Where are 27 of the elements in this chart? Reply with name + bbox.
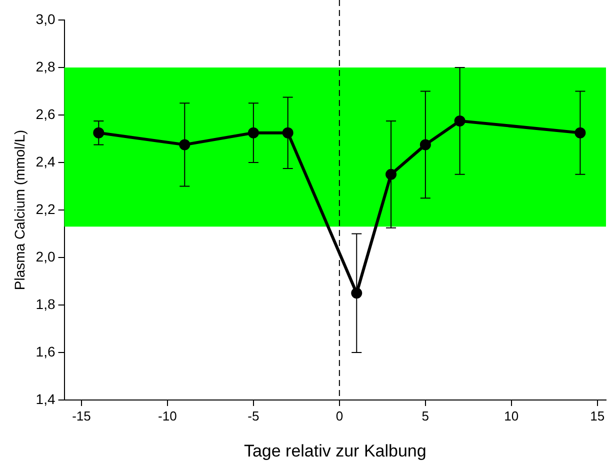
point	[179, 139, 190, 150]
y-tick-label: 2,0	[36, 248, 56, 264]
y-tick-label: 2,4	[36, 153, 56, 170]
y-tick-label: 1,8	[36, 296, 56, 312]
x-tick-label: -10	[158, 408, 177, 424]
point	[420, 139, 431, 150]
y-axis-title: Plasma Calcium (mmol/L)	[11, 130, 28, 290]
x-tick-label: 15	[590, 408, 605, 424]
x-tick-label: -5	[248, 408, 260, 424]
y-tick-label: 1,6	[36, 343, 56, 360]
point	[248, 127, 259, 138]
x-tick-label: 0	[336, 408, 344, 424]
x-tick-label: 5	[422, 408, 430, 424]
point	[574, 127, 586, 138]
y-tick-label: 1,4	[36, 390, 56, 407]
point	[454, 115, 466, 126]
point	[351, 288, 362, 299]
point	[282, 127, 294, 138]
y-tick-label: 2,6	[36, 106, 56, 122]
y-tick-label: 2,8	[36, 58, 56, 74]
point	[93, 127, 104, 138]
x-tick-label: 10	[504, 408, 519, 424]
x-tick-label: -15	[72, 408, 91, 424]
point	[386, 168, 397, 180]
x-axis-title: Tage relativ zur Kalbung	[244, 441, 426, 460]
y-tick-label: 3,0	[36, 10, 56, 27]
y-tick-label: 2,2	[36, 200, 56, 217]
